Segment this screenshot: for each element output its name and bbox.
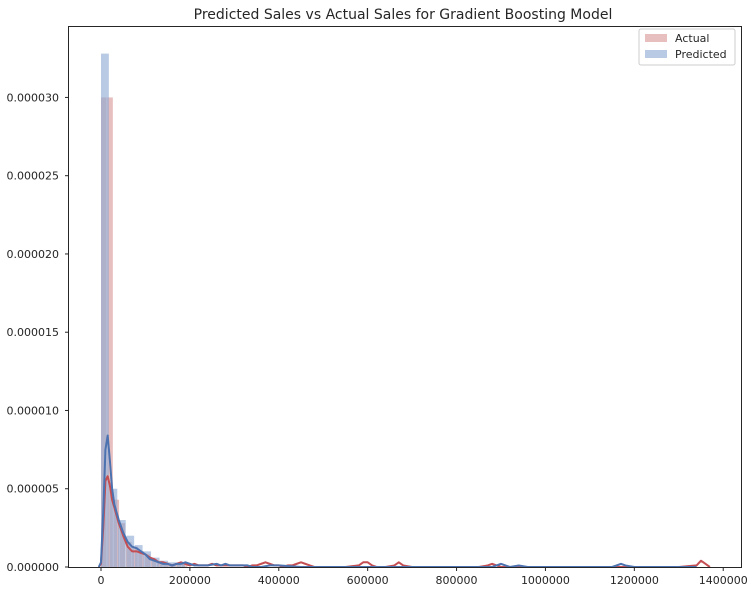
plot-area: [97, 53, 711, 568]
hist-bar-predicted-2: [117, 520, 126, 567]
hist-bar-predicted-0: [101, 53, 109, 568]
legend-swatch-predicted: [645, 50, 667, 58]
y-tick-label: 0.000025: [7, 170, 60, 183]
x-tick-label: 400000: [258, 574, 300, 587]
y-tick-label: 0.000005: [7, 483, 60, 496]
y-axis: 0.000000 0.000005 0.000010 0.000015 0.000020…: [7, 91, 69, 574]
hist-bar-predicted-1: [109, 488, 118, 567]
x-tick-label: 0: [98, 574, 105, 587]
hist-bar-predicted-3: [126, 535, 135, 567]
x-axis: 0 200000 400000 600000 800000 1000000 1200000 1…: [98, 567, 748, 587]
y-tick-label: 0.000000: [7, 561, 60, 574]
y-tick-label: 0.000015: [7, 326, 60, 339]
y-tick-label: 0.000010: [7, 404, 60, 417]
y-tick-label: 0.000020: [7, 248, 60, 261]
kde-line-actual: [97, 475, 711, 568]
x-tick-label: 1000000: [521, 574, 570, 587]
hist-bar-actual-1: [107, 97, 113, 568]
x-tick-label: 200000: [169, 574, 211, 587]
hist-bar-predicted-9: [177, 563, 185, 567]
legend-label-actual: Actual: [675, 32, 709, 45]
legend-swatch-actual: [645, 34, 667, 42]
x-tick-label: 600000: [347, 574, 389, 587]
hist-bar-predicted-6: [151, 557, 160, 567]
legend: Actual Predicted: [638, 28, 736, 66]
x-tick-label: 1400000: [699, 574, 748, 587]
hist-bar-actual-9: [157, 560, 163, 567]
plot-frame: [68, 26, 742, 568]
hist-bar-predicted-4: [134, 545, 143, 567]
x-tick-label: 1200000: [610, 574, 659, 587]
x-tick-label: 800000: [436, 574, 478, 587]
hist-series-predicted: [101, 53, 185, 568]
chart-title: Predicted Sales vs Actual Sales for Grad…: [194, 7, 613, 23]
y-tick-label: 0.000030: [7, 91, 60, 104]
legend-label-predicted: Predicted: [675, 48, 727, 61]
kde-line-predicted: [97, 434, 697, 568]
hist-bar-predicted-5: [143, 551, 152, 567]
